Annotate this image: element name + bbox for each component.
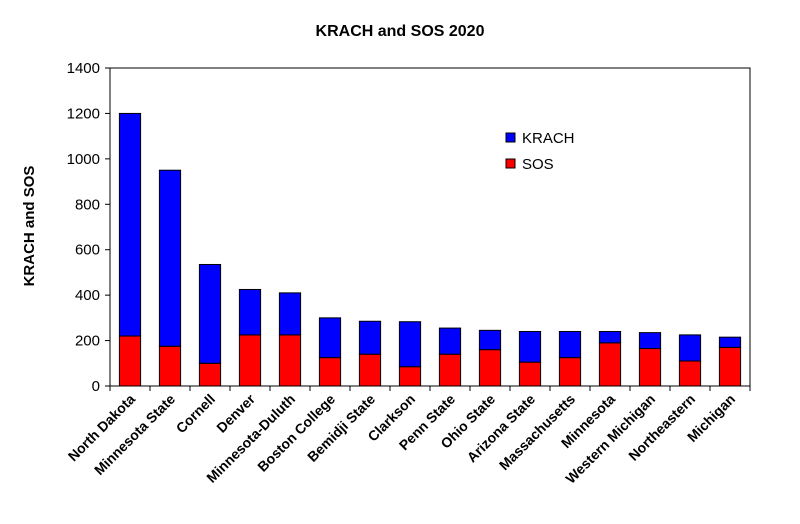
y-tick-label: 400 [75, 287, 100, 304]
bar-krach [478, 329, 502, 351]
x-tick-label: Cornell [173, 391, 218, 436]
bar-sos [158, 345, 182, 387]
legend: KRACH SOS [505, 130, 575, 173]
bar-krach [638, 332, 662, 350]
bar-sos [118, 335, 142, 387]
chart-title: KRACH and SOS 2020 [316, 23, 485, 40]
bar-krach [158, 169, 182, 347]
legend-label-sos: SOS [522, 156, 554, 173]
bar-sos [398, 366, 422, 387]
bar-krach [198, 263, 222, 364]
bars-group [118, 112, 742, 387]
y-tick-label: 200 [75, 333, 100, 350]
y-tick-label: 800 [75, 196, 100, 213]
bar-sos [518, 361, 542, 387]
bar-krach [318, 317, 342, 359]
legend-swatch-sos [505, 158, 516, 169]
bar-sos [438, 353, 462, 387]
y-ticks-group: 0 200 400 600 800 1000 1200 1400 [67, 60, 110, 395]
legend-swatch-krach [505, 132, 516, 143]
bar-sos [638, 348, 662, 387]
x-tick-label: North Dakota [65, 391, 139, 465]
bar-sos [718, 346, 742, 387]
bar-sos [318, 357, 342, 387]
y-tick-label: 0 [92, 378, 100, 395]
y-tick-label: 1400 [67, 60, 100, 77]
legend-label-krach: KRACH [522, 130, 575, 147]
y-tick-label: 1200 [67, 105, 100, 122]
y-tick-label: 600 [75, 242, 100, 259]
bar-krach [118, 112, 142, 337]
bar-krach [718, 336, 742, 348]
bar-sos [198, 362, 222, 387]
bar-krach [598, 330, 622, 344]
y-axis-label: KRACH and SOS [21, 166, 38, 287]
bar-sos [278, 334, 302, 387]
bar-sos [238, 334, 262, 387]
bar-krach [678, 334, 702, 362]
bar-sos [598, 342, 622, 387]
bar-sos [358, 353, 382, 387]
bar-krach [558, 330, 582, 359]
bar-sos [678, 360, 702, 387]
bar-krach [358, 320, 382, 355]
bar-krach [278, 292, 302, 336]
bar-krach [518, 330, 542, 363]
y-tick-label: 1000 [67, 151, 100, 168]
bar-krach [398, 321, 422, 368]
bar-krach [438, 327, 462, 355]
bar-sos [478, 349, 502, 387]
bar-krach [238, 288, 262, 336]
bar-sos [558, 357, 582, 387]
